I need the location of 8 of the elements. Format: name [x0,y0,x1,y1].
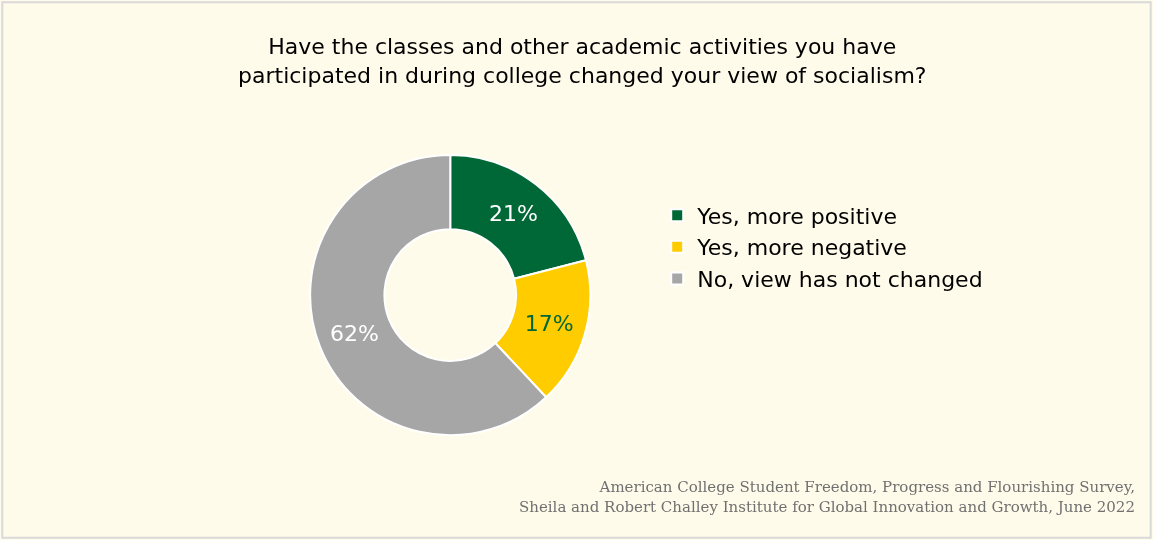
data-label: 21% [488,201,538,227]
data-label: 62% [330,320,379,346]
chart-title: Have the classes and other academic activities you have participated in during college changed your view of socialism? [238,34,927,88]
legend-label: Yes, more negative [696,235,907,261]
legend-label: Yes, more positive [696,203,897,229]
data-label: 17% [524,311,574,337]
text: American College Student Freedom, Progress and Flourishing Survey, Sheila and Robert Challey Institute for Global Innovation and Growth, June 2022 [519,478,1135,516]
legend-label: No, view has not changed [697,266,983,292]
